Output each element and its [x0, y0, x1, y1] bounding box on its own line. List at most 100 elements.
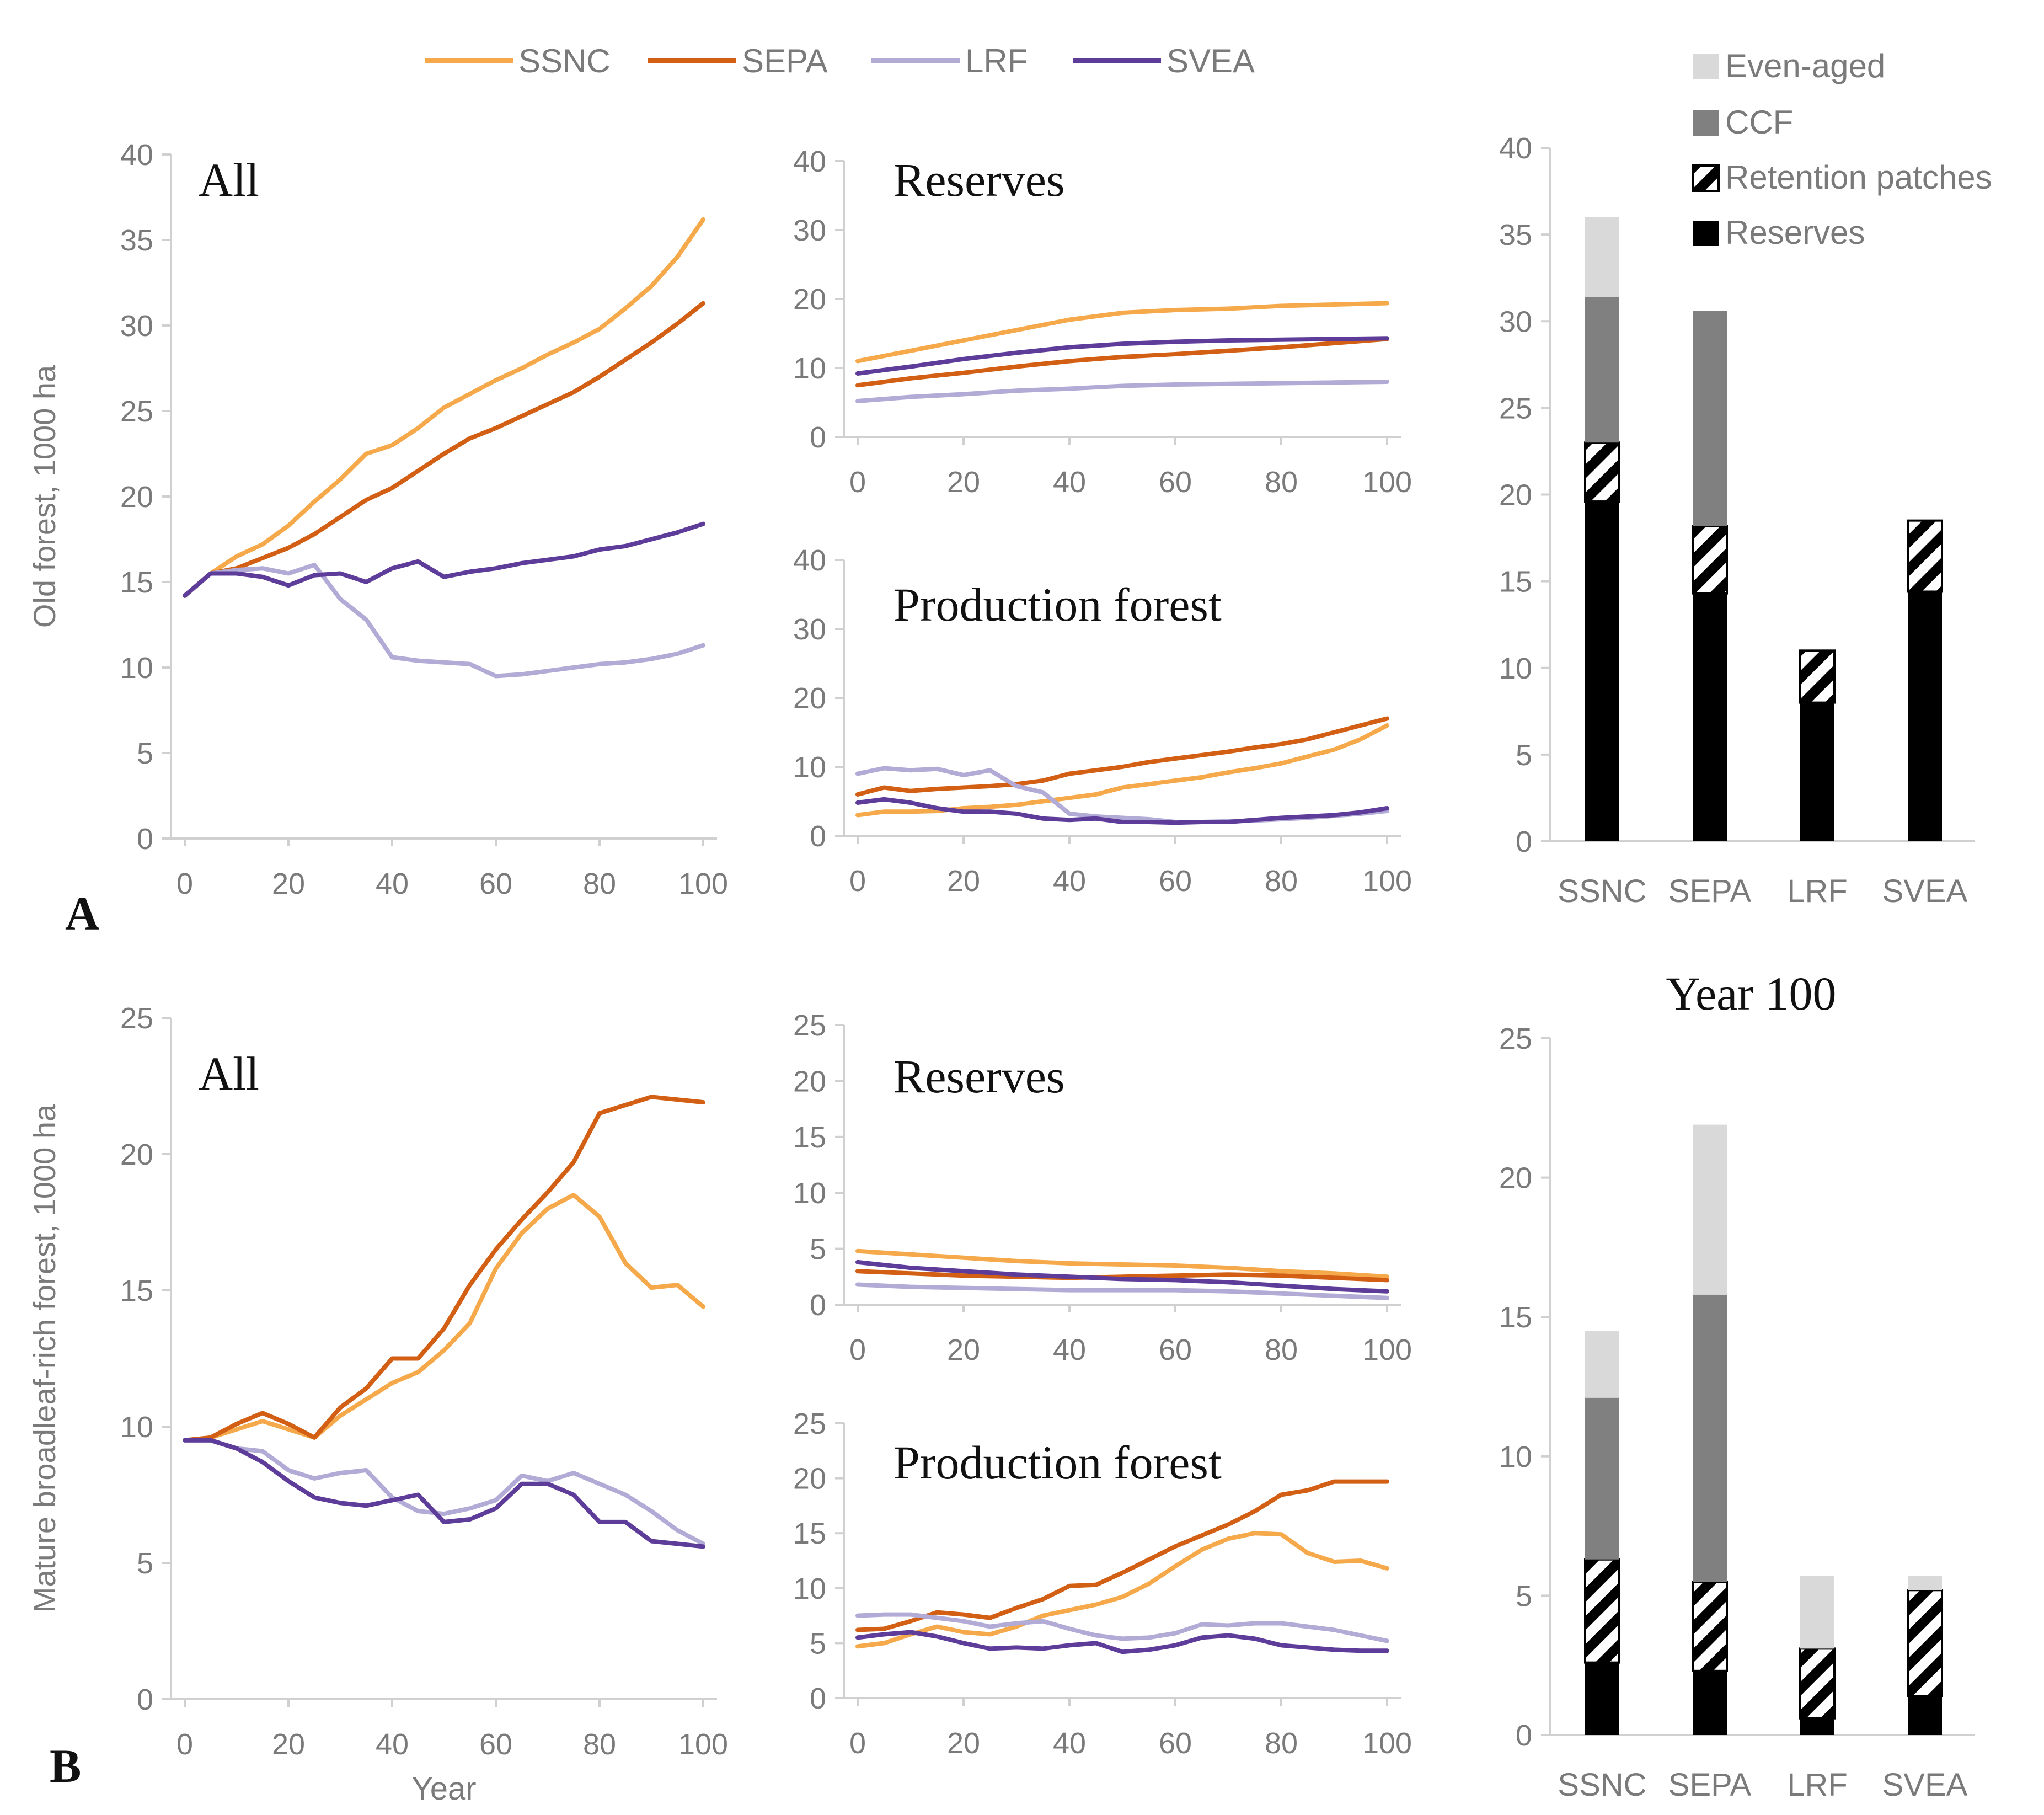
a-prod-xtick-label: 80	[1265, 864, 1298, 898]
b-prod-line-ssnc	[855, 1531, 1389, 1649]
chart-b-bars: 0 5 10 15 20 25 SSNC SEPA LRF SVEA	[1499, 1022, 1975, 1803]
b-res-xtick-label: 0	[849, 1333, 866, 1366]
panel-label-b: B	[50, 1739, 81, 1792]
a-bar-ytick-label: 10	[1499, 652, 1532, 685]
a-all-ytick-label: 30	[120, 309, 153, 343]
a-res-line-ssnc	[855, 301, 1389, 364]
b-bar-bar-ssnc-even-aged	[1585, 1331, 1619, 1398]
bar-panel-title: Year 100	[1666, 967, 1837, 1020]
b-prod-xtick-label: 80	[1265, 1727, 1298, 1760]
a-bar-bar-ssnc-reserves	[1585, 501, 1619, 841]
a-all-line-lrf	[183, 563, 705, 679]
b-res-ytick-label: 10	[793, 1177, 826, 1210]
b-res-line-ssnc	[855, 1248, 1389, 1279]
b-bar-bar-sepa-retention-patches	[1692, 1581, 1728, 1672]
b-prod-ytick-label: 5	[810, 1627, 826, 1660]
a-res-ytick-label: 0	[810, 421, 826, 454]
b-all-ytick-label: 0	[137, 1683, 153, 1716]
b-all-title: All	[199, 1047, 259, 1100]
b-all-xtick-label: 100	[678, 1728, 728, 1761]
a-bar-bar-svea-retention-patches	[1907, 519, 1943, 593]
legend-label-reserves: Reserves	[1725, 214, 1865, 251]
b-bar-bar-svea-even-aged	[1908, 1576, 1942, 1590]
b-res-line-sepa	[855, 1269, 1389, 1283]
b-all-line-sepa	[183, 1095, 705, 1443]
a-all-xtick-label: 20	[272, 867, 305, 900]
b-prod-xtick-label: 20	[947, 1727, 980, 1760]
a-bar-category-label: SVEA	[1882, 873, 1968, 909]
legend-label-ssnc: SSNC	[518, 42, 611, 79]
legend-swatch-retention	[1692, 164, 1720, 192]
b-prod-line-lrf	[855, 1612, 1389, 1643]
chart-a-bars: 0 5 10 15 20 25 30 35 40 SSNC SEPA LRF SVEA	[1499, 132, 1975, 909]
b-prod-line-sepa	[855, 1479, 1389, 1632]
b-bar-category-label: LRF	[1787, 1767, 1848, 1803]
a-bar-ytick-label: 25	[1499, 392, 1532, 425]
b-all-ylabel: Mature broadleaf-rich forest, 1000 ha	[27, 1104, 62, 1613]
b-bar-bar-sepa-ccf	[1693, 1294, 1727, 1582]
b-res-xtick-label: 20	[947, 1333, 980, 1366]
b-bar-bar-sepa-reserves	[1693, 1670, 1727, 1735]
b-bar-bar-lrf-even-aged	[1800, 1576, 1834, 1649]
legend-swatch-reserves	[1693, 221, 1719, 246]
chart-a-reserves: 0 10 20 30 40 0 20 40 60 80 100 Reserves	[793, 145, 1412, 499]
a-bar-category-label: SSNC	[1558, 873, 1646, 909]
a-prod-ytick-label: 40	[793, 544, 826, 577]
a-all-xtick-label: 0	[176, 867, 193, 900]
legend-swatch-ccf	[1693, 110, 1719, 136]
a-all-xtick-label: 100	[678, 867, 728, 900]
a-res-xtick-label: 60	[1159, 466, 1192, 499]
b-prod-ytick-label: 15	[793, 1517, 826, 1550]
a-prod-xtick-label: 0	[849, 864, 866, 898]
chart-b-production: 0 5 10 15 20 25 0 20 40 60 80 100 Production forest	[793, 1407, 1412, 1760]
a-prod-ytick-label: 0	[810, 820, 826, 853]
a-prod-line-sepa	[855, 716, 1389, 797]
b-all-ytick-label: 10	[120, 1411, 153, 1444]
b-res-line-lrf	[855, 1282, 1389, 1300]
b-bar-bar-svea-reserves	[1908, 1696, 1942, 1735]
a-all-title: All	[199, 153, 259, 206]
a-bar-category-label: LRF	[1787, 873, 1848, 909]
b-bar-bar-ssnc-reserves	[1585, 1662, 1619, 1735]
b-bar-bar-ssnc-ccf	[1585, 1397, 1619, 1560]
a-res-ytick-label: 20	[793, 283, 826, 316]
a-all-ytick-label: 10	[120, 652, 153, 685]
a-prod-ytick-label: 30	[793, 613, 826, 646]
b-all-ytick-label: 15	[120, 1274, 153, 1307]
b-all-xlabel: Year	[411, 1771, 476, 1807]
a-res-ytick-label: 40	[793, 145, 826, 178]
legend-label-svea: SVEA	[1167, 42, 1255, 79]
a-all-line-sepa	[183, 301, 705, 598]
a-bar-bar-ssnc-even-aged	[1585, 217, 1619, 297]
legend-label-sepa: SEPA	[742, 42, 828, 79]
a-res-ytick-label: 10	[793, 352, 826, 385]
b-all-line-svea	[183, 1438, 705, 1549]
a-res-line-svea	[855, 336, 1389, 376]
b-bar-bar-ssnc-retention-patches	[1584, 1558, 1620, 1664]
a-all-ytick-label: 5	[137, 737, 153, 770]
b-res-xtick-label: 80	[1265, 1333, 1298, 1366]
legend-label-even-aged: Even-aged	[1725, 47, 1885, 84]
b-prod-ytick-label: 10	[793, 1572, 826, 1605]
b-prod-ytick-label: 25	[793, 1407, 826, 1440]
a-all-ytick-label: 20	[120, 481, 153, 514]
b-bar-category-label: SEPA	[1668, 1767, 1752, 1803]
b-all-ytick-label: 5	[137, 1547, 153, 1580]
b-all-xtick-label: 20	[272, 1728, 305, 1761]
b-res-ytick-label: 15	[793, 1121, 826, 1154]
a-bar-bar-lrf-retention-patches	[1799, 649, 1836, 704]
b-bar-ytick-label: 20	[1499, 1162, 1532, 1195]
b-prod-xtick-label: 40	[1053, 1727, 1086, 1760]
a-prod-title: Production forest	[893, 578, 1222, 631]
a-bar-bar-sepa-retention-patches	[1692, 525, 1728, 595]
a-all-xtick-label: 80	[583, 867, 616, 900]
a-all-ytick-label: 35	[120, 224, 153, 257]
a-res-xtick-label: 20	[947, 466, 980, 499]
b-res-title: Reserves	[893, 1050, 1064, 1103]
a-bar-bar-svea-reserves	[1908, 591, 1942, 841]
b-res-xtick-label: 40	[1053, 1333, 1086, 1366]
a-bar-bar-sepa-reserves	[1693, 593, 1727, 841]
b-prod-xtick-label: 0	[849, 1727, 866, 1760]
a-res-line-sepa	[855, 337, 1389, 388]
